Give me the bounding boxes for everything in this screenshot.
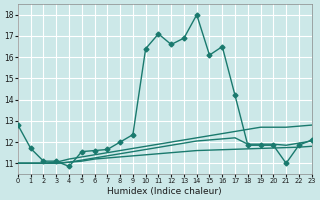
X-axis label: Humidex (Indice chaleur): Humidex (Indice chaleur) — [108, 187, 222, 196]
